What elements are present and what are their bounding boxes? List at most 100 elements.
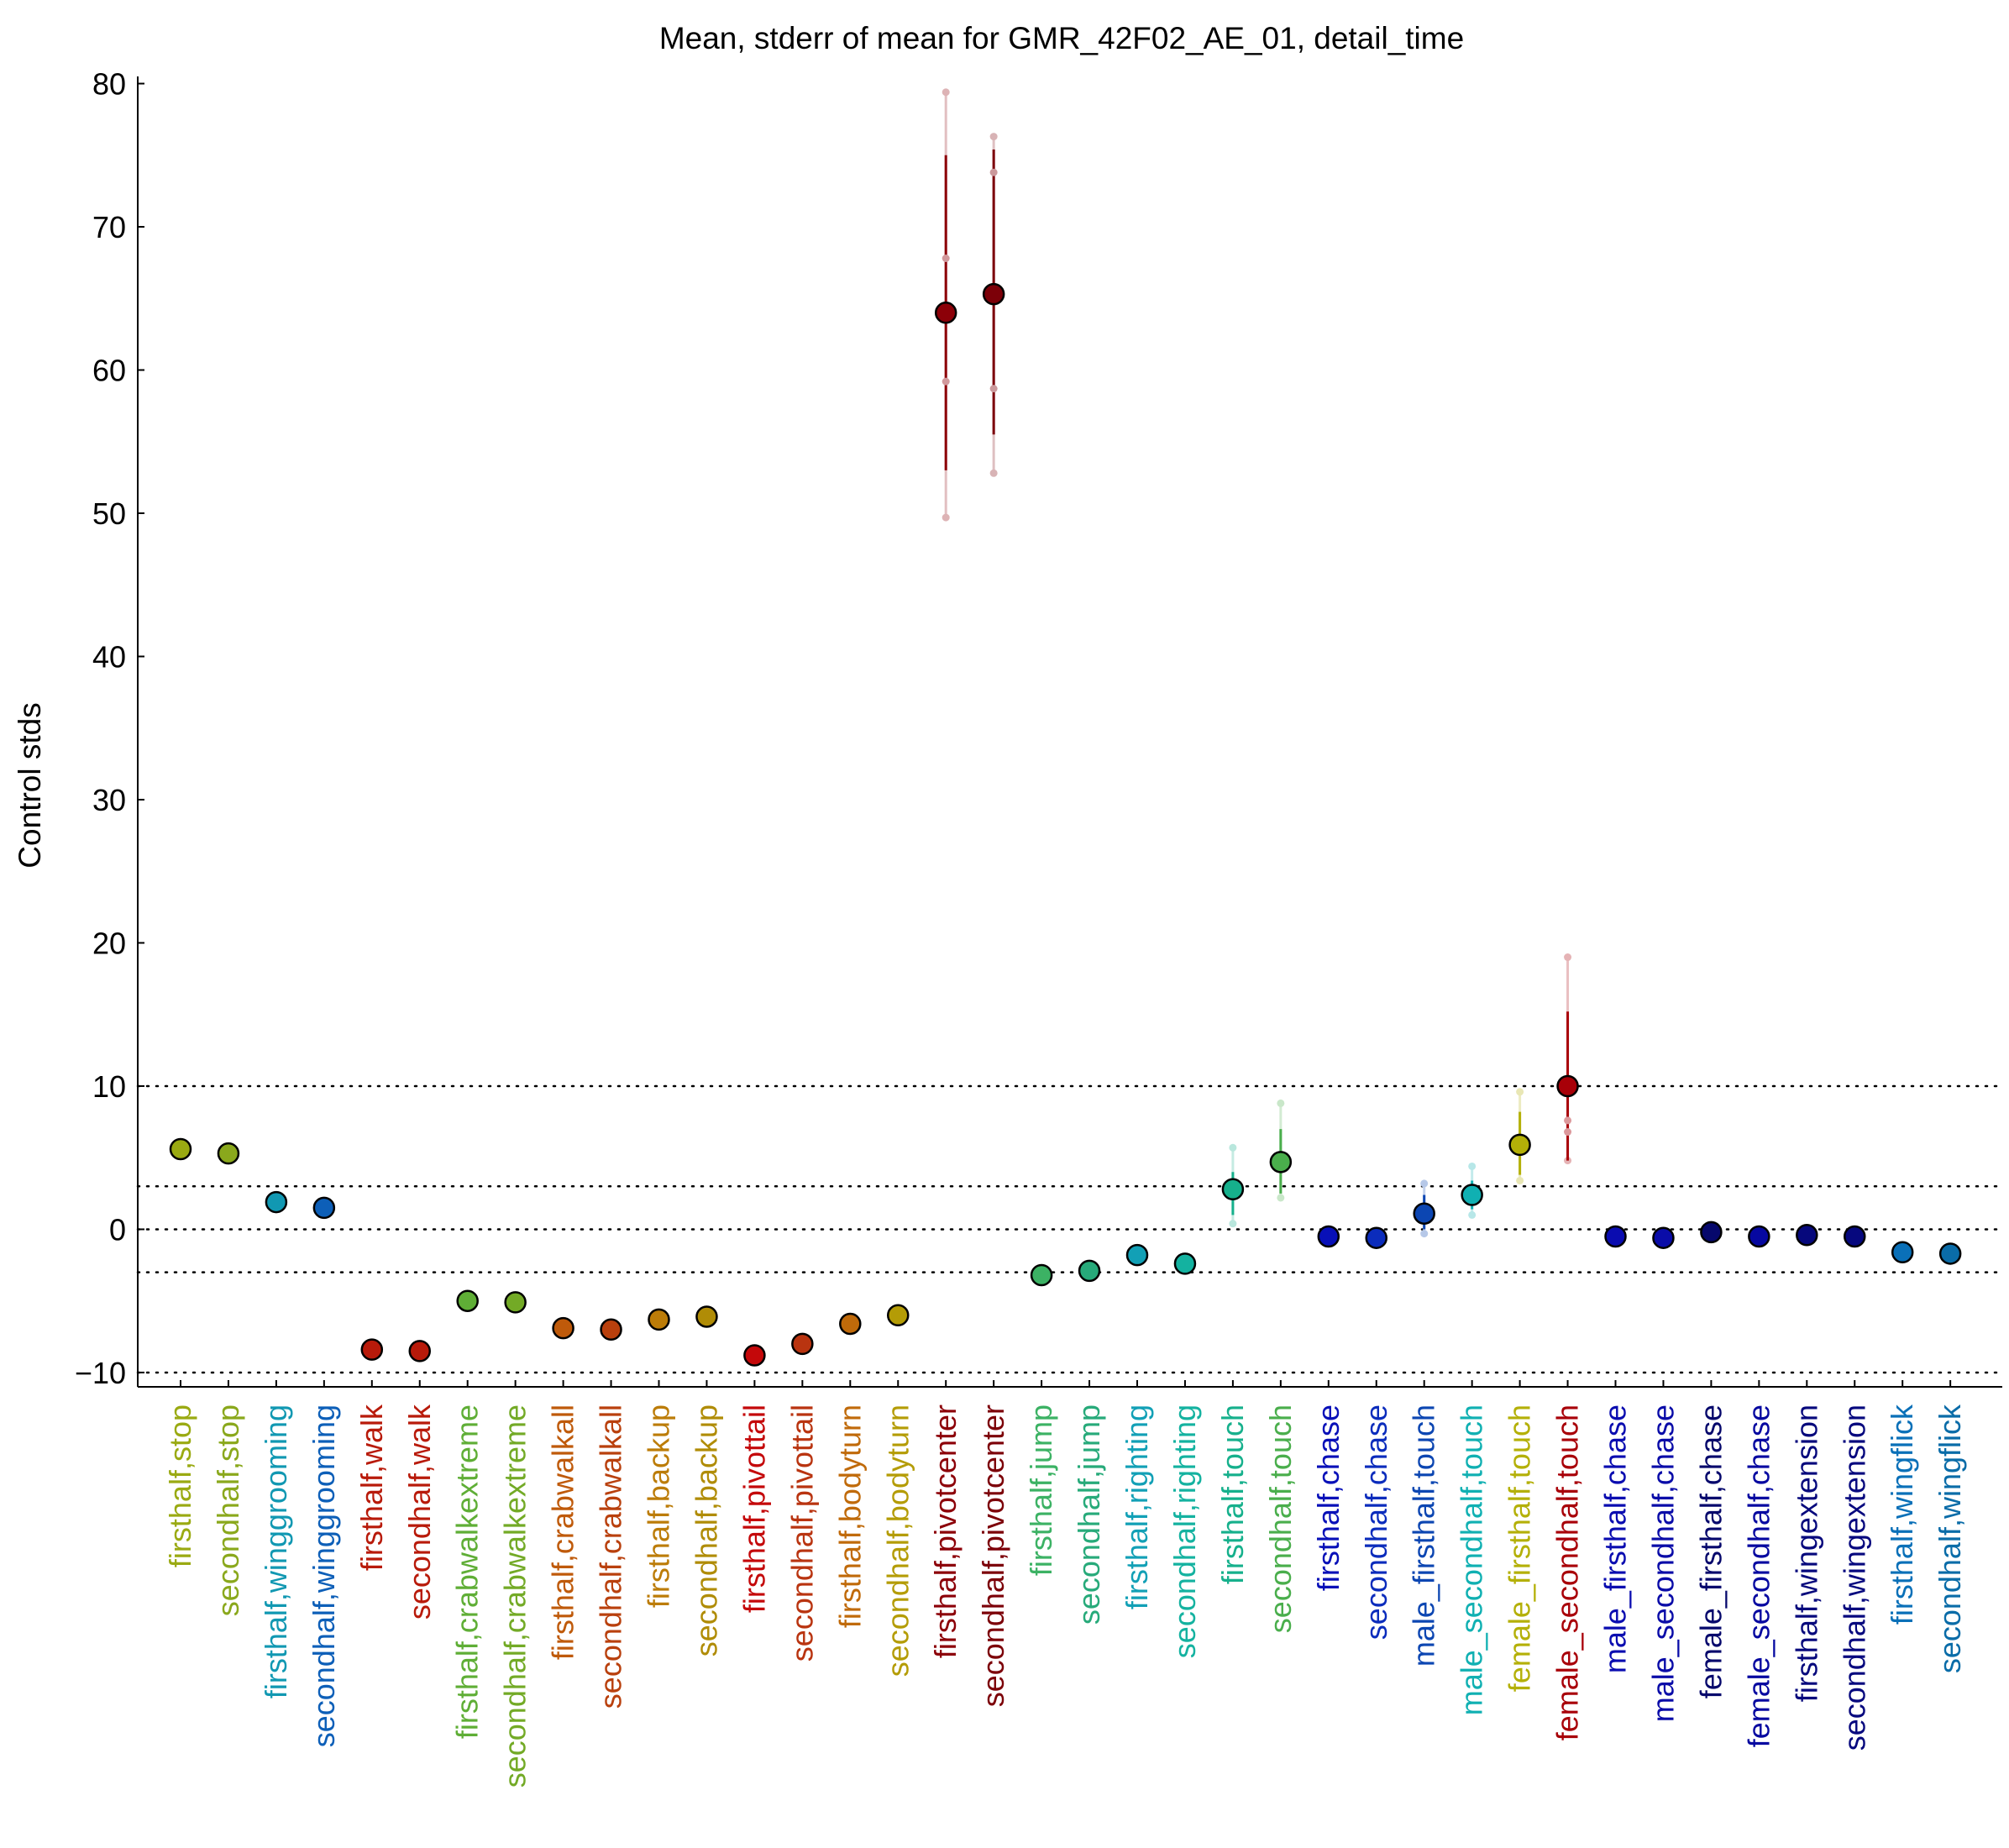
y-axis-label: Control stds bbox=[13, 702, 47, 868]
data-point bbox=[1700, 1221, 1723, 1244]
data-point bbox=[1556, 1074, 1579, 1098]
range-end bbox=[1229, 1220, 1237, 1228]
data-point bbox=[695, 1305, 718, 1328]
x-tick-label: secondhalf,walk bbox=[402, 1404, 437, 1620]
data-point bbox=[1413, 1202, 1435, 1225]
data-point bbox=[1317, 1225, 1340, 1248]
y-tick-label: −10 bbox=[75, 1356, 126, 1390]
x-tick-label: male_secondhalf,chase bbox=[1645, 1404, 1680, 1722]
data-point bbox=[1030, 1263, 1053, 1287]
data-point bbox=[791, 1332, 814, 1356]
y-tick-label: 50 bbox=[92, 496, 126, 531]
x-tick-label: firsthalf,pivotcenter bbox=[928, 1404, 963, 1658]
quantile-mark bbox=[989, 385, 998, 393]
data-point bbox=[552, 1316, 574, 1340]
x-tick-label: firsthalf,wingextension bbox=[1789, 1404, 1823, 1702]
x-tick-label: secondhalf,wingflick bbox=[1933, 1404, 1967, 1673]
x-tick-label: secondhalf,righting bbox=[1167, 1404, 1202, 1658]
x-tick-label: firsthalf,touch bbox=[1215, 1404, 1250, 1584]
range-end bbox=[989, 469, 998, 477]
y-tick-label: 30 bbox=[92, 783, 126, 817]
x-tick-label: male_firsthalf,chase bbox=[1598, 1404, 1633, 1673]
data-point bbox=[1938, 1242, 1962, 1265]
data-point bbox=[887, 1304, 910, 1327]
x-tick-labels: firsthalf,stop secondhalf,stop firsthalf,w… bbox=[163, 1380, 1967, 1788]
x-tick-label: secondhalf,pivottail bbox=[784, 1404, 819, 1662]
x-tick-label: female_firsthalf,touch bbox=[1503, 1404, 1537, 1692]
data-point bbox=[265, 1190, 288, 1214]
data-point bbox=[456, 1289, 479, 1312]
x-tick-label: firsthalf,wingflick bbox=[1885, 1404, 1919, 1625]
x-tick-label: firsthalf,winggrooming bbox=[259, 1404, 293, 1698]
x-tick-label: secondhalf,pivotcenter bbox=[976, 1404, 1010, 1707]
x-tick-label: firsthalf,crabwalkall bbox=[546, 1404, 580, 1660]
data-point bbox=[1365, 1226, 1387, 1249]
x-tick-label: firsthalf,pivottail bbox=[737, 1404, 771, 1613]
x-tick-label: firsthalf,righting bbox=[1120, 1404, 1154, 1609]
x-tick-label: secondhalf,wingextension bbox=[1837, 1404, 1871, 1751]
x-tick-label: secondhalf,crabwalkextreme bbox=[498, 1404, 532, 1788]
range-end bbox=[989, 133, 998, 141]
x-tick-label: female_secondhalf,chase bbox=[1741, 1404, 1776, 1747]
range-end bbox=[1516, 1088, 1524, 1096]
range-end bbox=[1516, 1176, 1524, 1184]
x-tick-label: female_secondhalf,touch bbox=[1550, 1404, 1585, 1740]
data-point bbox=[169, 1137, 192, 1161]
x-tick-label: firsthalf,jump bbox=[1024, 1404, 1058, 1576]
x-tick-label: secondhalf,winggrooming bbox=[307, 1404, 341, 1747]
data-point bbox=[1796, 1224, 1818, 1247]
quantile-mark bbox=[1564, 1116, 1572, 1125]
x-tick-label: secondhalf,crabwalkall bbox=[594, 1404, 628, 1709]
data-point bbox=[982, 282, 1005, 306]
data-point bbox=[1604, 1225, 1627, 1248]
range-end bbox=[1468, 1162, 1477, 1170]
x-tick-label: secondhalf,chase bbox=[1359, 1404, 1393, 1640]
x-tick-label: secondhalf,bodyturn bbox=[880, 1404, 915, 1677]
data-point bbox=[839, 1312, 862, 1336]
data-point bbox=[217, 1142, 240, 1165]
y-tick-label: 40 bbox=[92, 639, 126, 674]
quantile-mark bbox=[942, 377, 950, 386]
x-tick-label: male_firsthalf,touch bbox=[1407, 1404, 1441, 1667]
data-point bbox=[1221, 1178, 1245, 1200]
x-tick-label: firsthalf,chase bbox=[1311, 1404, 1345, 1591]
x-tick-label: firsthalf,stop bbox=[163, 1404, 197, 1567]
x-tick-label: firsthalf,crabwalkextreme bbox=[450, 1404, 485, 1739]
x-tick-label: firsthalf,walk bbox=[354, 1404, 389, 1571]
data-point bbox=[1173, 1252, 1197, 1275]
data-point bbox=[648, 1308, 670, 1331]
data-point bbox=[360, 1338, 384, 1361]
x-tick-label: firsthalf,bodyturn bbox=[832, 1404, 867, 1628]
data-point bbox=[934, 302, 957, 324]
x-tick-label: firsthalf,backup bbox=[642, 1404, 676, 1608]
y-tick-label: 20 bbox=[92, 926, 126, 960]
reference-lines bbox=[136, 1084, 2004, 1374]
quantile-mark bbox=[942, 255, 950, 263]
range-end bbox=[1420, 1230, 1429, 1238]
data-point bbox=[1652, 1226, 1675, 1249]
range-end bbox=[942, 513, 950, 522]
y-tick-label: 80 bbox=[92, 67, 126, 102]
x-tick-label: secondhalf,jump bbox=[1072, 1404, 1106, 1625]
chart-title: Mean, stderr of mean for GMR_42F02_AE_01… bbox=[659, 21, 1464, 55]
y-tick-label: 10 bbox=[92, 1069, 126, 1104]
data-point bbox=[1891, 1241, 1914, 1263]
quantile-mark bbox=[1564, 1128, 1572, 1137]
error-bars bbox=[942, 88, 1572, 1238]
data-point bbox=[1078, 1259, 1101, 1283]
data-point bbox=[504, 1291, 527, 1314]
x-tick-label: secondhalf,backup bbox=[689, 1404, 723, 1656]
y-tick-label: 0 bbox=[109, 1212, 126, 1247]
x-tick-label: secondhalf,touch bbox=[1263, 1404, 1298, 1633]
range-end bbox=[1277, 1194, 1285, 1202]
quantile-mark bbox=[989, 168, 998, 176]
data-point bbox=[1748, 1225, 1770, 1248]
data-point bbox=[600, 1318, 622, 1341]
y-tick-label: 60 bbox=[92, 354, 126, 388]
data-point bbox=[1125, 1243, 1149, 1267]
x-tick-label: secondhalf,stop bbox=[211, 1404, 245, 1616]
range-end bbox=[1277, 1099, 1285, 1107]
axes bbox=[137, 76, 2002, 1388]
data-point bbox=[1461, 1184, 1483, 1206]
